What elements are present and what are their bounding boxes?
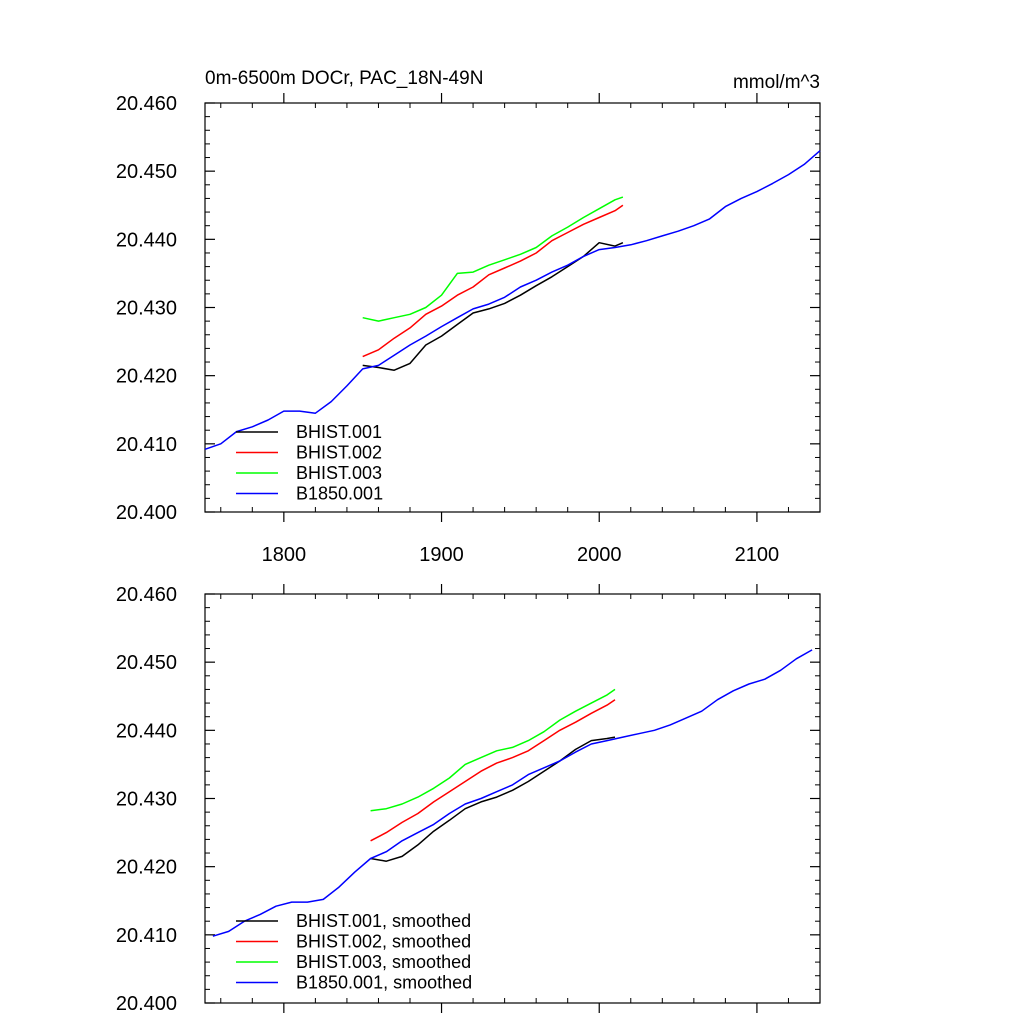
legend-label: B1850.001 (296, 484, 383, 504)
series-line (362, 196, 624, 322)
y-tick-label: 20.400 (116, 502, 177, 524)
units-label: mmol/m^3 (733, 72, 820, 93)
series-line (370, 699, 616, 842)
series-line (370, 736, 616, 862)
y-tick-label: 20.440 (116, 720, 177, 742)
plot-area: 20.400 20.410 20.420 20.430 20.440 20.450 20.4… (116, 584, 821, 1015)
y-tick-label: 20.400 (116, 993, 177, 1015)
series-line (370, 688, 616, 812)
chart-title: 0m-6500m DOCr, PAC_18N-49N (205, 68, 483, 89)
series-line (212, 649, 813, 937)
x-tick-label: 1800 (262, 544, 307, 566)
y-tick-label: 20.410 (116, 925, 177, 947)
plot-area: 20.400 20.410 20.420 20.430 20.440 20.450 20.4… (116, 93, 821, 566)
legend-label: BHIST.002 (296, 443, 382, 463)
legend-label: BHIST.003, smoothed (296, 952, 471, 972)
x-tick-label: 2100 (735, 544, 780, 566)
y-tick-label: 20.450 (116, 161, 177, 183)
legend-label: B1850.001, smoothed (296, 973, 472, 993)
y-tick-label: 20.440 (116, 229, 177, 251)
series-line (362, 241, 624, 371)
legend-label: BHIST.001 (296, 422, 382, 442)
y-tick-label: 20.410 (116, 434, 177, 456)
x-tick-label: 1900 (419, 544, 464, 566)
chart-panel-bottom: 20.400 20.410 20.420 20.430 20.440 20.450 20.4… (116, 584, 821, 1015)
y-tick-label: 20.460 (116, 584, 177, 606)
y-tick-label: 20.420 (116, 366, 177, 388)
series-line (362, 204, 624, 358)
legend-label: BHIST.001, smoothed (296, 911, 471, 931)
y-tick-label: 20.460 (116, 93, 177, 115)
chart-panel-top: 0m-6500m DOCr, PAC_18N-49N mmol/m^3 20.4… (116, 68, 821, 566)
y-tick-label: 20.430 (116, 298, 177, 320)
legend-label: BHIST.002, smoothed (296, 932, 471, 952)
y-tick-label: 20.420 (116, 857, 177, 879)
y-tick-label: 20.430 (116, 789, 177, 811)
y-tick-label: 20.450 (116, 652, 177, 674)
x-tick-label: 2000 (577, 544, 622, 566)
legend-label: BHIST.003 (296, 463, 382, 483)
series-line (204, 150, 821, 451)
